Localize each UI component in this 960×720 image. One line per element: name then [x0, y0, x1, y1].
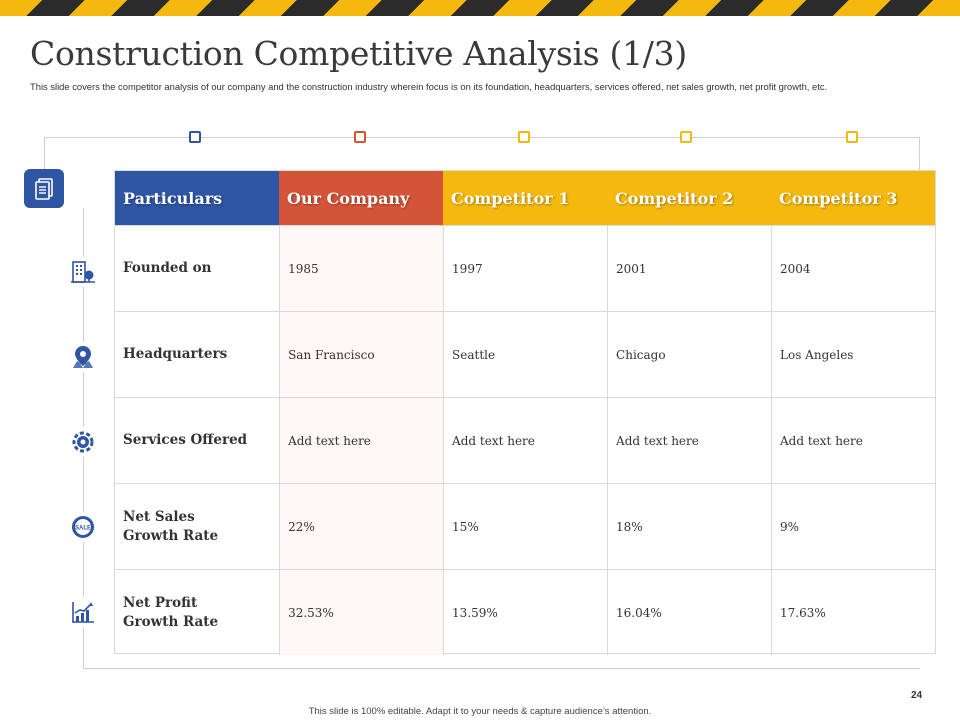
table-row: Net Sales Growth Rate 22% 15% 18% 9%: [115, 483, 935, 569]
table-cell[interactable]: Add text here: [443, 398, 607, 483]
frame-line-top: [44, 137, 920, 138]
table-cell: 2001: [607, 226, 771, 311]
header-competitor-3: Competitor 3: [771, 171, 935, 225]
row-icon-net-profit: [68, 597, 98, 627]
table-cell: 1985: [279, 226, 444, 311]
header-our-company: Our Company: [279, 171, 443, 225]
svg-text:SALE: SALE: [75, 526, 91, 532]
table-header-row: Particulars Our Company Competitor 1 Com…: [115, 171, 935, 225]
document-icon: [35, 177, 53, 200]
hazard-stripe-bar: [0, 0, 960, 16]
row-label: Headquarters: [123, 346, 228, 362]
header-particulars: Particulars: [115, 171, 279, 225]
row-icon-headquarters: [68, 342, 98, 372]
column-marker-competitor-3: [846, 131, 858, 143]
document-badge: [24, 169, 64, 208]
table-row: Headquarters San Francisco Seattle Chica…: [115, 311, 935, 397]
table-cell[interactable]: Add text here: [607, 398, 771, 483]
frame-line-left-top: [44, 137, 45, 169]
table-cell: 18%: [607, 484, 771, 569]
header-competitor-1: Competitor 1: [443, 171, 607, 225]
table-cell: 16.04%: [607, 570, 771, 655]
table-cell: 32.53%: [279, 570, 444, 655]
table-cell: 22%: [279, 484, 444, 569]
table-cell: 13.59%: [443, 570, 607, 655]
header-competitor-2: Competitor 2: [607, 171, 771, 225]
table-cell: 2004: [771, 226, 935, 311]
row-icon-services: [68, 427, 98, 457]
column-marker-particulars: [189, 131, 201, 143]
table-cell: 9%: [771, 484, 935, 569]
building-icon: [71, 261, 95, 283]
column-marker-our-company: [354, 131, 366, 143]
frame-line-right: [919, 137, 920, 171]
gear-icon: [72, 431, 94, 453]
row-label: Net Profit Growth Rate: [123, 594, 219, 630]
column-marker-competitor-1: [518, 131, 530, 143]
row-label: Services Offered: [123, 432, 248, 448]
table-row: Net Profit Growth Rate 32.53% 13.59% 16.…: [115, 569, 935, 655]
sale-badge-icon: SALE: [72, 516, 94, 538]
column-marker-competitor-2: [680, 131, 692, 143]
comparison-table: Particulars Our Company Competitor 1 Com…: [114, 170, 936, 655]
row-label: Net Sales Growth Rate: [123, 508, 219, 544]
table-cell: Seattle: [443, 312, 607, 397]
table-cell: Chicago: [607, 312, 771, 397]
table-cell: 1997: [443, 226, 607, 311]
table-cell[interactable]: Add text here: [771, 398, 935, 483]
frame-line-bottom: [83, 668, 920, 669]
row-icon-net-sales: SALE: [68, 512, 98, 542]
table-cell: 15%: [443, 484, 607, 569]
row-icon-founded: [68, 257, 98, 287]
slide-title: Construction Competitive Analysis (1/3): [30, 34, 687, 73]
footer-note: This slide is 100% editable. Adapt it to…: [308, 706, 652, 717]
growth-chart-icon: [72, 602, 94, 623]
page-number: 24: [911, 690, 923, 701]
table-row: Founded on 1985 1997 2001 2004: [115, 225, 935, 311]
row-label: Founded on: [123, 260, 212, 276]
slide-subtitle: This slide covers the competitor analysi…: [30, 81, 828, 92]
table-cell: Los Angeles: [771, 312, 935, 397]
table-cell: 17.63%: [771, 570, 935, 655]
table-cell[interactable]: Add text here: [279, 398, 444, 483]
table-cell: San Francisco: [279, 312, 444, 397]
location-pin-icon: [73, 346, 93, 368]
table-row: Services Offered Add text here Add text …: [115, 397, 935, 483]
